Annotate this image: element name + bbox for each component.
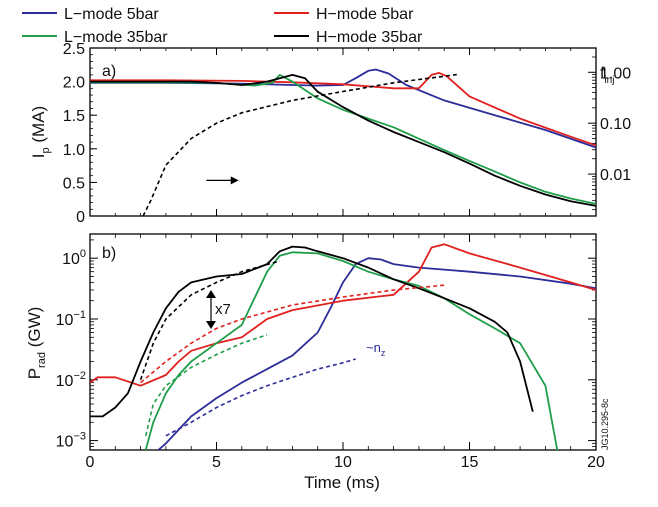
panel-a-ylabel: Ip (MA) — [29, 106, 52, 158]
panel-b-series-line-3 — [90, 245, 534, 418]
legend-label: H−mode 35bar — [316, 29, 423, 46]
panel-b-series-line-0 — [157, 257, 596, 450]
panel-b-ytick-label: 10−1 — [56, 309, 86, 329]
panel-b-xtick-label: 20 — [587, 454, 605, 471]
panel-b-ytick-label: 10−2 — [56, 370, 86, 390]
panel-b-series-line-2 — [144, 251, 559, 450]
panel-b-series-line-1 — [90, 243, 596, 387]
panel-a-ytick-label: 2.5 — [63, 41, 85, 58]
legend: L−mode 5bar H−mode 5bar L−mode 35bar H−mode… — [22, 6, 423, 46]
panel-b-series-line-4 — [139, 260, 281, 381]
panel-b-label: b) — [102, 245, 116, 262]
panel-a-right-label: finj — [600, 65, 614, 86]
panel-a-ytick-label: 0.5 — [63, 175, 85, 192]
panel-a-ytick-label: 0 — [76, 209, 85, 226]
panel-b-ylabel: Prad (GW) — [25, 307, 48, 380]
panel-b-frame — [89, 233, 597, 451]
panel-b-series-clip — [90, 243, 596, 450]
x7-annotation: x7 — [206, 290, 231, 329]
panel-a-series — [90, 68, 596, 216]
x-axis-label: Time (ms) — [304, 473, 380, 492]
nz-label: ~nz — [366, 340, 386, 358]
panel-a-series-line-4 — [142, 73, 457, 216]
panel-a-series-clip — [90, 68, 596, 216]
panel-b-series-line-6 — [144, 334, 268, 436]
x7-arrow-head-up — [206, 290, 216, 298]
panel-b-series-line-5 — [140, 284, 445, 384]
panel-a-ytick-label: 1.0 — [63, 142, 85, 159]
panel-b-xtick-label: 10 — [334, 454, 352, 471]
panel-a-label: a) — [102, 63, 116, 80]
panel-a-frame — [89, 47, 597, 217]
x7-arrow-head-down — [206, 321, 216, 329]
panel-a: 00.51.01.52.02.50.010.101.00 a) Ip (MA) … — [29, 41, 631, 226]
panel-b-xtick-label: 5 — [212, 454, 221, 471]
panel-b-xtick-label: 0 — [86, 454, 95, 471]
panel-a-right-tick-label: 0.01 — [600, 167, 631, 184]
figure-id-label: JG10.295-8c — [600, 398, 610, 450]
panel-a-right-tick-label: 1.00 — [600, 65, 631, 82]
panel-a-series-line-2 — [90, 74, 596, 205]
panel-a-series-line-3 — [90, 74, 596, 207]
panel-a-series-line-1 — [90, 72, 596, 147]
panel-b-series — [90, 243, 596, 450]
panel-b-ytick-label: 100 — [62, 248, 86, 268]
panel-b-xtick-label: 15 — [461, 454, 479, 471]
panel-a-arrow-head — [230, 176, 239, 185]
panel-a-ytick-label: 1.5 — [63, 108, 85, 125]
legend-label: L−mode 5bar — [64, 6, 159, 23]
panel-a-ytick-label: 2.0 — [63, 75, 85, 92]
x7-label: x7 — [215, 301, 231, 318]
panel-b: 100 10−1 10−2 10−30 5 10 15 20 b) Prad (GW) Tim… — [25, 233, 605, 492]
panel-a-right-tick-label: 0.10 — [600, 116, 631, 133]
panel-b-ticks: 100 10−1 10−2 10−30 5 10 15 20 — [56, 234, 605, 471]
panel-b-ytick-label: 10−3 — [56, 431, 86, 451]
legend-label: H−mode 5bar — [316, 6, 414, 23]
panel-a-ticks: 0 0.5 1.0 1.5 2.0 2.5 0.01 0.10 1.00 — [63, 41, 631, 226]
panel-b-series-line-7 — [165, 358, 356, 437]
legend-label: L−mode 35bar — [64, 29, 168, 46]
